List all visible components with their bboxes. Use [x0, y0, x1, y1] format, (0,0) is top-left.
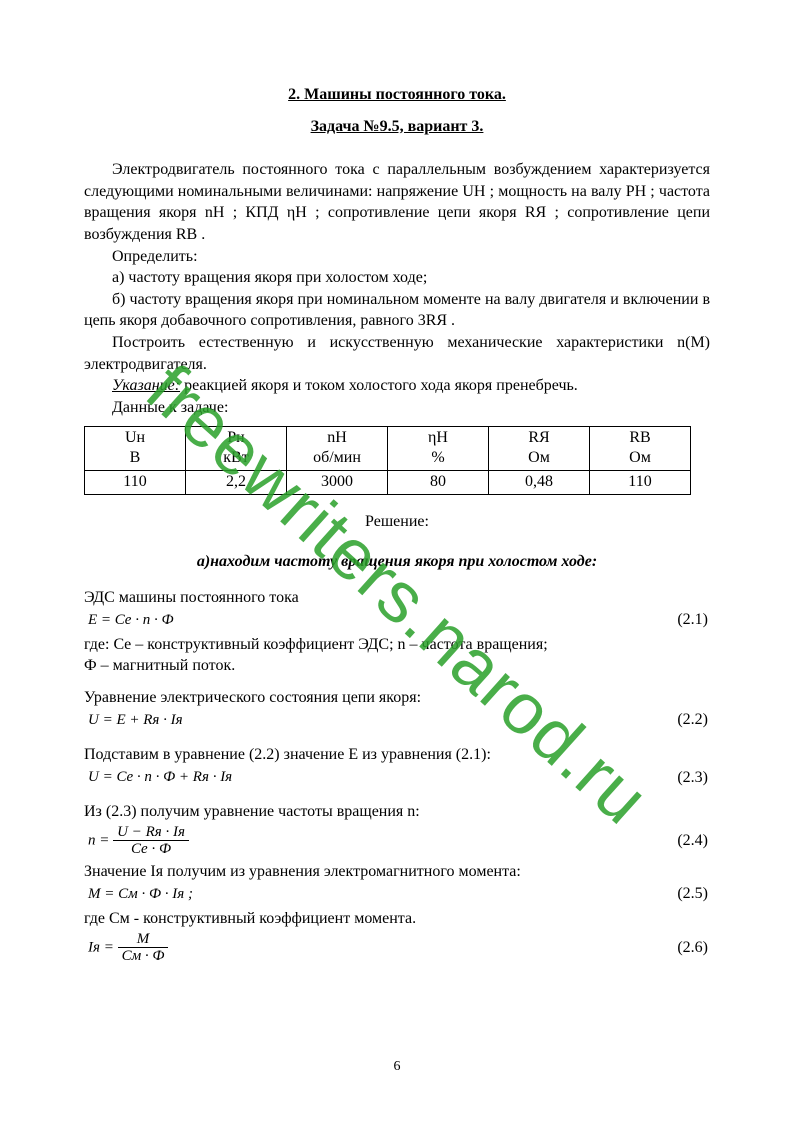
table-cell: 0,48	[489, 471, 590, 495]
col-h1: RВ	[629, 429, 650, 446]
solution-heading: Решение:	[84, 511, 710, 533]
solution-section-a: а)находим частоту вращения якоря при хол…	[84, 551, 710, 573]
frac-numerator: U − Rя · Iя	[113, 824, 189, 842]
equation-text: U = Cе · n · Ф + Rя · Iя	[84, 767, 232, 787]
col-h2: Ом	[528, 449, 550, 466]
equation-2-3: U = Cе · n · Ф + Rя · Iя (2.3)	[84, 767, 710, 789]
from23-label: Из (2.3) получим уравнение частоты враще…	[84, 801, 710, 823]
equation-text: U = E + Rя · Iя	[84, 710, 183, 730]
equation-number: (2.6)	[677, 937, 710, 959]
equation-number: (2.4)	[677, 830, 710, 852]
table-cell: 3000	[287, 471, 388, 495]
subst-label: Подставим в уравнение (2.2) значение E и…	[84, 744, 710, 766]
table-cell: 80	[388, 471, 489, 495]
table-header-cell: Uн В	[85, 427, 186, 471]
frac-denominator: Cе · Ф	[113, 841, 189, 858]
col-h1: RЯ	[528, 429, 549, 446]
equation-2-6: Iя = M Cм · Ф (2.6)	[84, 931, 710, 965]
problem-item-b: б) частоту вращения якоря при номинально…	[84, 289, 710, 332]
table-header-cell: ηН%	[388, 427, 489, 471]
table-header-cell: RВ Ом	[590, 427, 691, 471]
iya-label: Значение Iя получим из уравнения электро…	[84, 861, 710, 883]
col-h1: Uн	[125, 429, 145, 446]
hint-text: реакцией якоря и током холостого хода як…	[180, 377, 578, 394]
eq-lhs-text: Iя =	[88, 939, 114, 955]
col-h1: ηН	[428, 429, 448, 446]
col-h2: об/мин	[313, 449, 361, 466]
equation-2-1: E = Cе · n · Ф (2.1)	[84, 609, 710, 631]
equation-2-4: n = U − Rя · Iя Cе · Ф (2.4)	[84, 824, 710, 858]
table-cell: 110	[85, 471, 186, 495]
page-number: 6	[0, 1058, 794, 1077]
page-subtitle: Задача №9.5, вариант 3.	[84, 116, 710, 138]
table-header-cell: nН об/мин	[287, 427, 388, 471]
determine-label: Определить:	[84, 246, 710, 268]
equation-number: (2.1)	[677, 609, 710, 631]
table-header-cell: RЯ Ом	[489, 427, 590, 471]
col-h2: В	[130, 449, 141, 466]
table-cell: 110	[590, 471, 691, 495]
fraction: M Cм · Ф	[118, 931, 169, 965]
eq-lhs-text: n =	[88, 832, 109, 848]
frac-denominator: Cм · Ф	[118, 948, 169, 965]
equation-number: (2.2)	[677, 709, 710, 731]
eq-state-label: Уравнение электрического состояния цепи …	[84, 687, 710, 709]
equation-2-5: M = Cм · Ф · Iя ; (2.5)	[84, 883, 710, 905]
problem-hint: Указание: реакцией якоря и током холосто…	[84, 375, 710, 397]
equation-text: n = U − Rя · Iя Cе · Ф	[84, 824, 189, 858]
where-cm: где См - конструктивный коэффициент моме…	[84, 908, 710, 930]
table-cell: 2,2	[186, 471, 287, 495]
data-label: Данные к задаче:	[84, 397, 710, 419]
table-data-row: 110 2,2 3000 80 0,48 110	[85, 471, 691, 495]
problem-item-a: а) частоту вращения якоря при холостом х…	[84, 267, 710, 289]
equation-2-2: U = E + Rя · Iя (2.2)	[84, 709, 710, 731]
equation-number: (2.5)	[677, 883, 710, 905]
where-line-1b: Ф – магнитный поток.	[84, 655, 710, 677]
equation-text: Iя = M Cм · Ф	[84, 931, 168, 965]
col-h2: %	[431, 449, 444, 466]
fraction: U − Rя · Iя Cе · Ф	[113, 824, 189, 858]
equation-text: E = Cе · n · Ф	[84, 610, 174, 630]
col-h2: кВт	[223, 449, 248, 466]
problem-paragraph-2: Построить естественную и искусственную м…	[84, 332, 710, 375]
col-h1: Pн	[227, 429, 244, 446]
equation-text: M = Cм · Ф · Iя ;	[84, 884, 193, 904]
col-h1: nН	[327, 429, 347, 446]
col-h2: Ом	[629, 449, 651, 466]
page: freewriters.narod.ru 2. Машины постоянно…	[0, 0, 794, 1123]
equation-number: (2.3)	[677, 767, 710, 789]
problem-paragraph-1: Электродвигатель постоянного тока с пара…	[84, 159, 710, 245]
data-table: Uн В Pн кВт nН об/мин ηН% RЯ Ом RВ Ом 110 2,2…	[84, 426, 691, 495]
where-line-1: где: Cе – конструктивный коэффициент ЭДС…	[84, 634, 710, 656]
page-title: 2. Машины постоянного тока.	[84, 84, 710, 106]
hint-label: Указание:	[112, 377, 180, 394]
frac-numerator: M	[118, 931, 169, 949]
emf-label: ЭДС машины постоянного тока	[84, 587, 710, 609]
table-header-cell: Pн кВт	[186, 427, 287, 471]
table-header-row: Uн В Pн кВт nН об/мин ηН% RЯ Ом RВ Ом	[85, 427, 691, 471]
